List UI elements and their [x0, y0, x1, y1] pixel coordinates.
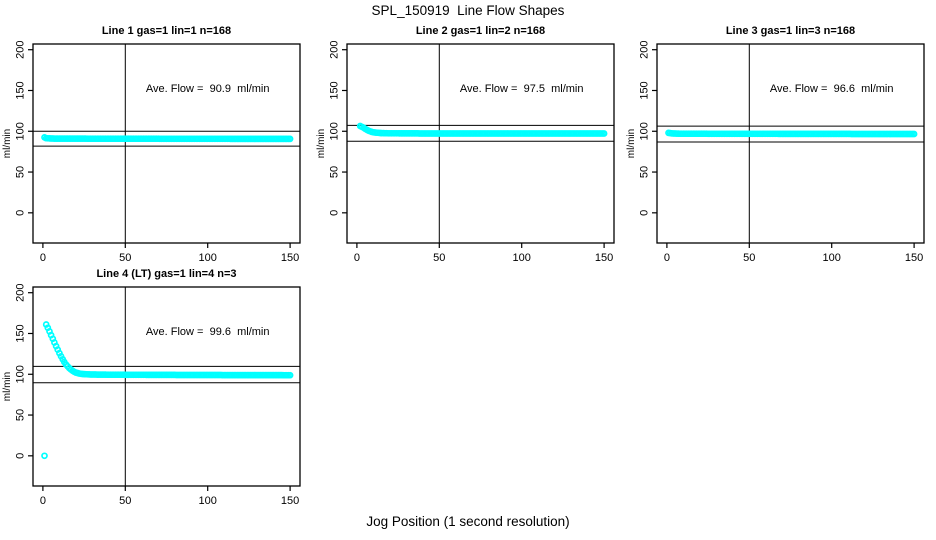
ave-flow-annotation: Ave. Flow = 90.9 ml/min: [146, 83, 270, 95]
y-tick-label: 0: [329, 210, 341, 216]
y-tick-label: 100: [15, 122, 27, 140]
x-tick-label: 100: [199, 252, 217, 264]
y-axis-unit-label: ml/min: [316, 129, 327, 158]
x-tick-label: 0: [40, 495, 46, 507]
plot-box: [32, 43, 301, 244]
y-tick-label: 150: [329, 81, 341, 99]
y-tick-label: 200: [15, 41, 27, 59]
plot-canvas-line-2: 0 50 100 150 0 50 100 150 200 ml/min Ave. Flow = 9…: [316, 41, 615, 264]
subplot-line-3: Line 3 gas=1 lin=3 n=168 0 50 100 150 0 50 100…: [624, 24, 936, 279]
ave-flow-annotation: Ave. Flow = 96.6 ml/min: [770, 83, 894, 95]
subplot-title-line-2: Line 2 gas=1 lin=2 n=168: [415, 25, 546, 37]
plot-canvas-line-3: 0 50 100 150 0 50 100 150 200 ml/min Ave. Flow = 9…: [626, 41, 925, 264]
subplot-title-line-3: Line 3 gas=1 lin=3 n=168: [725, 25, 856, 37]
data-point: [286, 371, 294, 379]
x-tick-label: 150: [281, 252, 299, 264]
y-tick-label: 100: [329, 122, 341, 140]
x-tick-label: 100: [823, 252, 841, 264]
y-axis-unit-label: ml/min: [626, 129, 637, 158]
plot-box: [656, 43, 925, 244]
plot-canvas-line-4: 0 50 100 150 0 50 100 150 200 ml/min Ave. Flow = 9…: [2, 284, 301, 507]
x-tick-label: 50: [119, 495, 131, 507]
y-tick-label: 200: [329, 41, 341, 59]
y-tick-label: 150: [15, 81, 27, 99]
y-axis-unit-label: ml/min: [2, 372, 13, 401]
y-tick-label: 0: [15, 210, 27, 216]
y-tick-label: 50: [329, 166, 341, 178]
y-tick-label: 100: [15, 365, 27, 383]
ave-flow-annotation: Ave. Flow = 99.6 ml/min: [146, 326, 270, 338]
plot-box: [346, 43, 615, 244]
y-tick-label: 150: [639, 81, 651, 99]
x-tick-label: 50: [119, 252, 131, 264]
data-point: [600, 130, 608, 137]
y-tick-label: 100: [639, 122, 651, 140]
x-tick-label: 0: [354, 252, 360, 264]
x-tick-label: 100: [199, 495, 217, 507]
x-tick-label: 150: [281, 495, 299, 507]
x-tick-label: 50: [433, 252, 445, 264]
plot-box: [32, 286, 301, 487]
x-tick-label: 100: [513, 252, 531, 264]
data-point: [41, 452, 48, 460]
figure-title: SPL_150919 Line Flow Shapes: [371, 3, 565, 18]
data-point: [910, 130, 918, 138]
subplot-line-4: Line 4 (LT) gas=1 lin=4 n=3 0 50 100 150 0 50…: [0, 267, 312, 522]
subplot-line-2: Line 2 gas=1 lin=2 n=168 0 50 100 150 0 50 100…: [314, 24, 626, 279]
y-tick-label: 200: [639, 41, 651, 59]
x-tick-label: 0: [664, 252, 670, 264]
x-tick-label: 0: [40, 252, 46, 264]
y-tick-label: 200: [15, 284, 27, 302]
plot-canvas-line-1: 0 50 100 150 0 50 100 150 200 ml/min Ave. Flow = 9…: [2, 41, 301, 264]
y-axis-unit-label: ml/min: [2, 129, 13, 158]
x-tick-label: 150: [595, 252, 613, 264]
ave-flow-annotation: Ave. Flow = 97.5 ml/min: [460, 83, 584, 95]
y-tick-label: 150: [15, 324, 27, 342]
subplot-title-line-1: Line 1 gas=1 lin=1 n=168: [101, 25, 232, 37]
y-tick-label: 0: [15, 453, 27, 459]
y-tick-label: 0: [639, 210, 651, 216]
subplot-line-1: Line 1 gas=1 lin=1 n=168 0 50 100 150 0 50 100…: [0, 24, 312, 279]
y-tick-label: 50: [15, 166, 27, 178]
y-tick-label: 50: [15, 409, 27, 421]
data-point: [286, 135, 294, 143]
x-tick-label: 150: [905, 252, 923, 264]
x-axis-label: Jog Position (1 second resolution): [366, 514, 570, 529]
x-tick-label: 50: [743, 252, 755, 264]
y-tick-label: 50: [639, 166, 651, 178]
subplot-title-line-4: Line 4 (LT) gas=1 lin=4 n=3: [96, 268, 237, 280]
